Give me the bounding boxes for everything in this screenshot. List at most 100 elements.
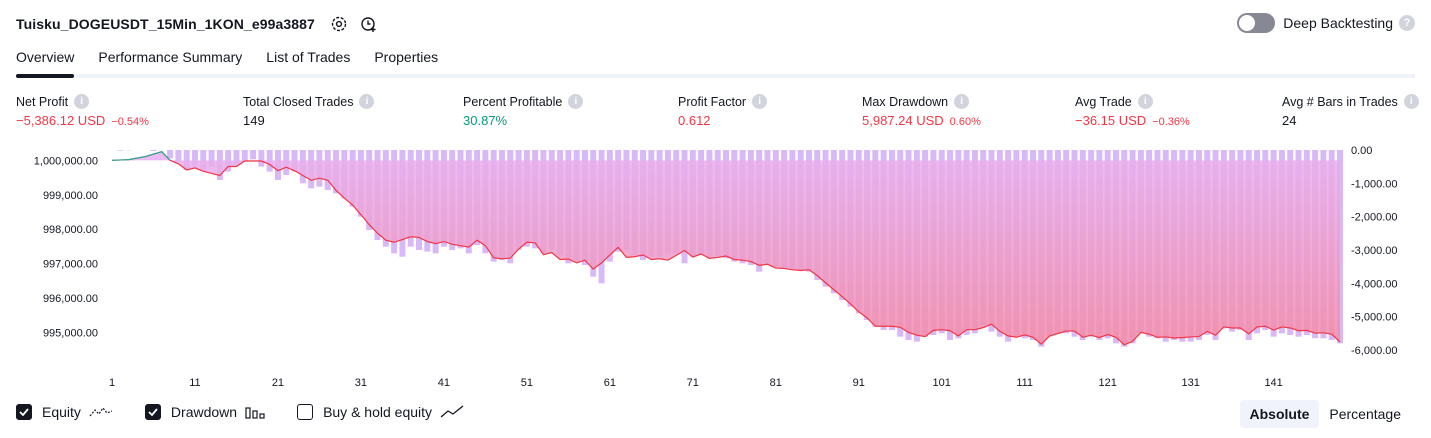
drawdown-bar — [191, 150, 198, 167]
help-icon[interactable]: i — [74, 94, 90, 109]
x-tick-label: 31 — [355, 377, 367, 389]
equity-area — [111, 151, 1341, 346]
legend-drawdown[interactable]: Drawdown — [144, 404, 265, 420]
equity-line-icon — [89, 405, 113, 419]
help-icon[interactable]: i — [568, 94, 584, 109]
equity-profit-line — [111, 151, 171, 161]
deep-backtesting: Deep Backtesting ? — [1237, 13, 1415, 33]
x-tick-label: 131 — [1181, 377, 1199, 389]
x-tick-label: 11 — [189, 377, 200, 389]
deep-backtesting-toggle[interactable] — [1237, 13, 1276, 33]
metric-percent: 0.60% — [949, 116, 981, 128]
y-left-tick-label: 997,000.00 — [43, 259, 98, 271]
x-tick-label: 41 — [438, 377, 450, 389]
y-right-tick-label: -5,000.00 — [1351, 312, 1397, 324]
x-tick-label: 91 — [853, 377, 865, 389]
help-icon[interactable]: i — [1137, 94, 1153, 109]
metric-profit-factor: Profit Factor i 0.612 — [678, 93, 768, 128]
help-icon[interactable]: i — [752, 94, 768, 109]
deep-backtesting-label: Deep Backtesting — [1283, 15, 1393, 31]
legend-equity[interactable]: Equity — [16, 404, 113, 420]
y-right-tick-label: -4,000.00 — [1351, 278, 1397, 290]
tab-bar: Overview Performance Summary List of Tra… — [16, 44, 1415, 78]
y-right-tick-label: -2,000.00 — [1351, 212, 1397, 224]
x-tick-label: 21 — [272, 377, 284, 389]
y-right-tick-label: -6,000.00 — [1351, 345, 1397, 357]
x-tick-label: 61 — [604, 377, 616, 389]
tab-properties[interactable]: Properties — [374, 49, 439, 65]
drawdown-label: Drawdown — [170, 404, 238, 420]
metric-label: Avg Trade — [1075, 94, 1132, 109]
drawdown-bars-icon — [245, 405, 265, 419]
help-icon[interactable]: i — [1403, 94, 1419, 109]
x-tick-label: 101 — [933, 377, 951, 389]
metric-max-drawdown: Max Drawdown i 5,987.24 USD 0.60% — [862, 93, 981, 128]
scale-mode-switch: Absolute Percentage — [1239, 400, 1412, 428]
metric-value: 0.612 — [678, 113, 711, 128]
equity-drawdown-chart[interactable]: 1,000,000.00 999,000.00 998,000.00 997,000.… — [0, 140, 1431, 395]
drawdown-bar — [250, 150, 257, 160]
equity-label: Equity — [42, 404, 81, 420]
y-axis-right: 0.00 -1,000.00 -2,000.00 -3,000.00 -4,000.00… — [1351, 145, 1397, 357]
toggle-knob — [1239, 15, 1256, 31]
drawdown-bar — [167, 150, 174, 159]
buyhold-line-icon — [440, 405, 464, 419]
x-tick-label: 111 — [1016, 377, 1033, 389]
metric-label: Profit Factor — [678, 94, 747, 109]
equity-line — [111, 151, 1341, 346]
x-axis: 1 11 21 31 41 51 61 71 81 91 101 111 121 131 141 — [109, 377, 1283, 389]
legend-buy-hold-equity[interactable]: Buy & hold equity — [297, 404, 464, 420]
metric-avg-bars-in-trades: Avg # Bars in Trades i 24 — [1282, 93, 1419, 128]
equity-checkbox[interactable] — [16, 404, 32, 420]
metric-percent-profitable: Percent Profitable i 30.87% — [463, 93, 584, 128]
drawdown-bar — [233, 150, 240, 165]
x-tick-label: 71 — [687, 377, 699, 389]
add-alert-clock-icon[interactable] — [359, 14, 379, 34]
drawdown-bar — [208, 150, 215, 167]
x-tick-label: 141 — [1264, 377, 1282, 389]
drawdown-bar — [258, 150, 265, 167]
metric-value: 149 — [243, 113, 265, 128]
y-left-tick-label: 995,000.00 — [43, 327, 98, 339]
strategy-header: Tuisku_DOGEUSDT_15Min_1KON_e99a3887 — [16, 13, 379, 35]
help-icon[interactable]: i — [954, 94, 970, 109]
settings-gear-icon[interactable] — [329, 14, 349, 34]
help-icon[interactable]: ? — [1399, 15, 1415, 31]
metric-value: 24 — [1282, 113, 1297, 128]
metric-label: Total Closed Trades — [243, 94, 354, 109]
y-right-tick-label: -1,000.00 — [1351, 178, 1397, 190]
metric-value: −5,386.12 USD — [16, 113, 106, 128]
metric-percent: −0.54% — [111, 116, 149, 128]
y-right-tick-label: 0.00 — [1351, 145, 1372, 157]
metric-value: 5,987.24 USD — [862, 113, 944, 128]
mode-absolute-button[interactable]: Absolute — [1239, 400, 1320, 428]
drawdown-checkbox[interactable] — [144, 404, 161, 420]
buyhold-checkbox[interactable] — [297, 404, 314, 420]
metric-label: Percent Profitable — [463, 94, 563, 109]
tab-overview[interactable]: Overview — [16, 44, 75, 78]
x-tick-label: 81 — [770, 377, 782, 389]
mode-percentage-button[interactable]: Percentage — [1329, 406, 1401, 422]
chart-legend: Equity Drawdown Buy & hold equity — [16, 404, 496, 420]
tab-performance-summary[interactable]: Performance Summary — [98, 49, 243, 65]
y-left-tick-label: 998,000.00 — [43, 224, 98, 236]
y-left-tick-label: 999,000.00 — [43, 190, 98, 202]
metric-total-closed-trades: Total Closed Trades i 149 — [243, 93, 375, 128]
drawdown-bar — [150, 150, 157, 151]
drawdown-bar — [183, 150, 190, 170]
drawdown-bar — [175, 150, 182, 162]
help-icon[interactable]: i — [359, 94, 375, 109]
tab-list-of-trades[interactable]: List of Trades — [266, 49, 351, 65]
drawdown-bar — [117, 150, 124, 151]
y-left-tick-label: 996,000.00 — [43, 293, 98, 305]
x-tick-label: 51 — [521, 377, 533, 389]
drawdown-bar — [241, 150, 248, 162]
y-left-tick-label: 1,000,000.00 — [34, 155, 98, 167]
y-right-tick-label: -3,000.00 — [1351, 245, 1397, 257]
metric-label: Net Profit — [16, 94, 69, 109]
strategy-title: Tuisku_DOGEUSDT_15Min_1KON_e99a3887 — [16, 16, 315, 32]
metric-net-profit: Net Profit i −5,386.12 USD −0.54% — [16, 93, 149, 128]
buyhold-label: Buy & hold equity — [323, 404, 433, 420]
metric-percent: −0.36% — [1152, 116, 1190, 128]
equity-fill — [112, 151, 1340, 345]
